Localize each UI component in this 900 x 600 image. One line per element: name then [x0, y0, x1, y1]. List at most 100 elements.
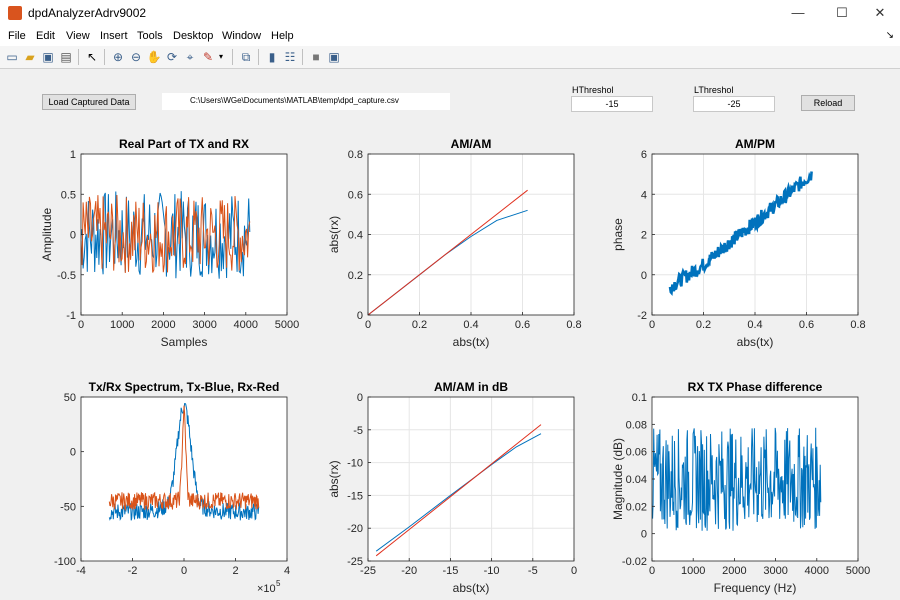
matlab-app-icon — [8, 6, 22, 20]
menu-insert[interactable]: Insert — [100, 30, 128, 42]
figure-toolbar: ▭ ▰ ▣ ▤ ↖ ⊕ ⊖ ✋ ⟳ ⌖ ✎ ▾ ⧉ ▮ ☷ ■ ▣ — [0, 46, 900, 69]
series-group — [375, 424, 542, 557]
save-icon[interactable]: ▣ — [42, 50, 54, 64]
menu-desktop[interactable]: Desktop — [173, 30, 214, 42]
new-figure-icon[interactable]: ▭ — [6, 50, 18, 64]
x-tick-label: 0.2 — [412, 319, 427, 331]
y-tick-label: -25 — [347, 556, 363, 568]
toolbar-separator — [232, 49, 233, 65]
series-line-1 — [652, 427, 822, 531]
y-tick-label: 4 — [641, 189, 647, 201]
x-tick-label: 0 — [365, 319, 371, 331]
x-tick-label: 4000 — [805, 565, 829, 577]
menu-tools[interactable]: Tools — [137, 30, 163, 42]
axes-box — [367, 396, 575, 562]
show-plot-tools-icon[interactable]: ▣ — [328, 50, 340, 64]
reload-button[interactable]: Reload — [801, 95, 855, 111]
title-bar: dpdAnalyzerAdrv9002 — ☐ ✕ — [0, 0, 900, 28]
y-tick-label: 0 — [357, 392, 363, 404]
y-tick-label: -5 — [353, 425, 363, 437]
minimize-button[interactable]: — — [791, 5, 805, 20]
x-tick-label: -10 — [484, 565, 500, 577]
series-group — [668, 171, 813, 296]
x-tick-label: 0.4 — [463, 319, 478, 331]
x-tick-label: 2000 — [722, 565, 746, 577]
data-cursor-icon[interactable]: ⌖ — [186, 50, 194, 64]
rotate-icon[interactable]: ⟳ — [166, 50, 178, 64]
x-tick-label: -20 — [401, 565, 417, 577]
x-exponent-label: ×10 — [257, 583, 276, 595]
x-tick-label: 0.6 — [515, 319, 530, 331]
menu-edit[interactable]: Edit — [36, 30, 55, 42]
y-axis-label: abs(rx) — [327, 460, 341, 497]
menu-help[interactable]: Help — [271, 30, 294, 42]
x-tick-label: 0 — [571, 565, 577, 577]
hthreshold-input[interactable]: -15 — [571, 96, 653, 112]
lthreshold-label: LThreshol — [694, 85, 734, 95]
x-tick-label: 0 — [649, 319, 655, 331]
menu-file[interactable]: File — [8, 30, 26, 42]
file-path-field[interactable]: C:\Users\WGe\Documents\MATLAB\temp\dpd_c… — [162, 93, 450, 110]
y-tick-label: -100 — [54, 556, 76, 568]
y-tick-label: 0.4 — [348, 230, 363, 242]
menu-view[interactable]: View — [66, 30, 90, 42]
x-axis-label: Samples — [161, 335, 208, 349]
x-tick-label: 1000 — [110, 319, 134, 331]
chart-6: 0 1000 2000 3000 4000 5000-0.0200.020.040.060… — [611, 380, 870, 595]
hide-plot-tools-icon[interactable]: ■ — [312, 50, 320, 64]
x-tick-label: -2 — [128, 565, 138, 577]
link-plot-icon[interactable]: ⧉ — [241, 50, 251, 64]
series-group — [108, 402, 260, 521]
x-tick-label: 3000 — [763, 565, 787, 577]
chart-title: AM/AM — [451, 137, 492, 151]
y-tick-label: 0 — [70, 447, 76, 459]
plot-area — [368, 397, 574, 561]
dock-arrow-icon[interactable]: ↘ — [885, 30, 894, 41]
x-tick-label: 1000 — [681, 565, 705, 577]
x-axis-label: abs(tx) — [737, 335, 774, 349]
print-icon[interactable]: ▤ — [60, 50, 72, 64]
y-tick-label: 0 — [357, 310, 363, 322]
x-tick-label: 2 — [232, 565, 238, 577]
x-tick-label: 0 — [649, 565, 655, 577]
x-tick-label: -15 — [442, 565, 458, 577]
pointer-icon[interactable]: ↖ — [86, 50, 98, 64]
x-tick-label: -25 — [360, 565, 376, 577]
x-tick-label: -5 — [528, 565, 538, 577]
x-tick-label: 2000 — [151, 319, 175, 331]
x-axis-label: Frequency (Hz) — [714, 581, 797, 595]
y-tick-label: 0.2 — [348, 270, 363, 282]
x-axis-label: abs(tx) — [453, 335, 490, 349]
x-tick-label: 0.2 — [696, 319, 711, 331]
close-button[interactable]: ✕ — [874, 5, 886, 20]
chart-1: 0 1000 2000 3000 4000 5000 -1 -0.5 0 0.5 1 Real Par… — [40, 137, 299, 349]
y-tick-label: 0 — [641, 529, 647, 541]
x-tick-label: 0.8 — [566, 319, 581, 331]
colorbar-icon[interactable]: ▮ — [268, 50, 276, 64]
brush-dropdown-icon[interactable]: ▾ — [218, 52, 223, 61]
y-tick-label: 0.1 — [632, 392, 647, 404]
load-captured-data-button[interactable]: Load Captured Data — [42, 94, 136, 110]
y-tick-label: 0.02 — [626, 501, 647, 513]
series-line-2 — [108, 405, 260, 512]
maximize-button[interactable]: ☐ — [836, 5, 848, 20]
lthreshold-input[interactable]: -25 — [693, 96, 775, 112]
legend-icon[interactable]: ☷ — [284, 50, 296, 64]
zoom-in-icon[interactable]: ⊕ — [112, 50, 124, 64]
brush-icon[interactable]: ✎ — [202, 50, 214, 64]
y-tick-label: -15 — [347, 490, 363, 502]
open-icon[interactable]: ▰ — [25, 50, 35, 64]
y-tick-label: 0 — [70, 230, 76, 242]
chart-4: -4 -2 0 2 4 -100 -50 0 50 Tx/Rx Spectrum, Tx-Blue… — [54, 380, 290, 595]
toolbar-separator — [104, 49, 105, 65]
chart-title: Tx/Rx Spectrum, Tx-Blue, Rx-Red — [89, 380, 280, 394]
menu-window[interactable]: Window — [222, 30, 262, 42]
plot-area — [81, 397, 287, 561]
pan-icon[interactable]: ✋ — [146, 50, 162, 64]
y-axis-label: abs(rx) — [327, 216, 341, 253]
chart-title: RX TX Phase difference — [688, 380, 823, 394]
menu-bar: File Edit View Insert Tools Desktop Wind… — [0, 28, 900, 46]
zoom-out-icon[interactable]: ⊖ — [130, 50, 142, 64]
y-tick-label: -2 — [637, 310, 647, 322]
x-tick-label: 0 — [78, 319, 84, 331]
